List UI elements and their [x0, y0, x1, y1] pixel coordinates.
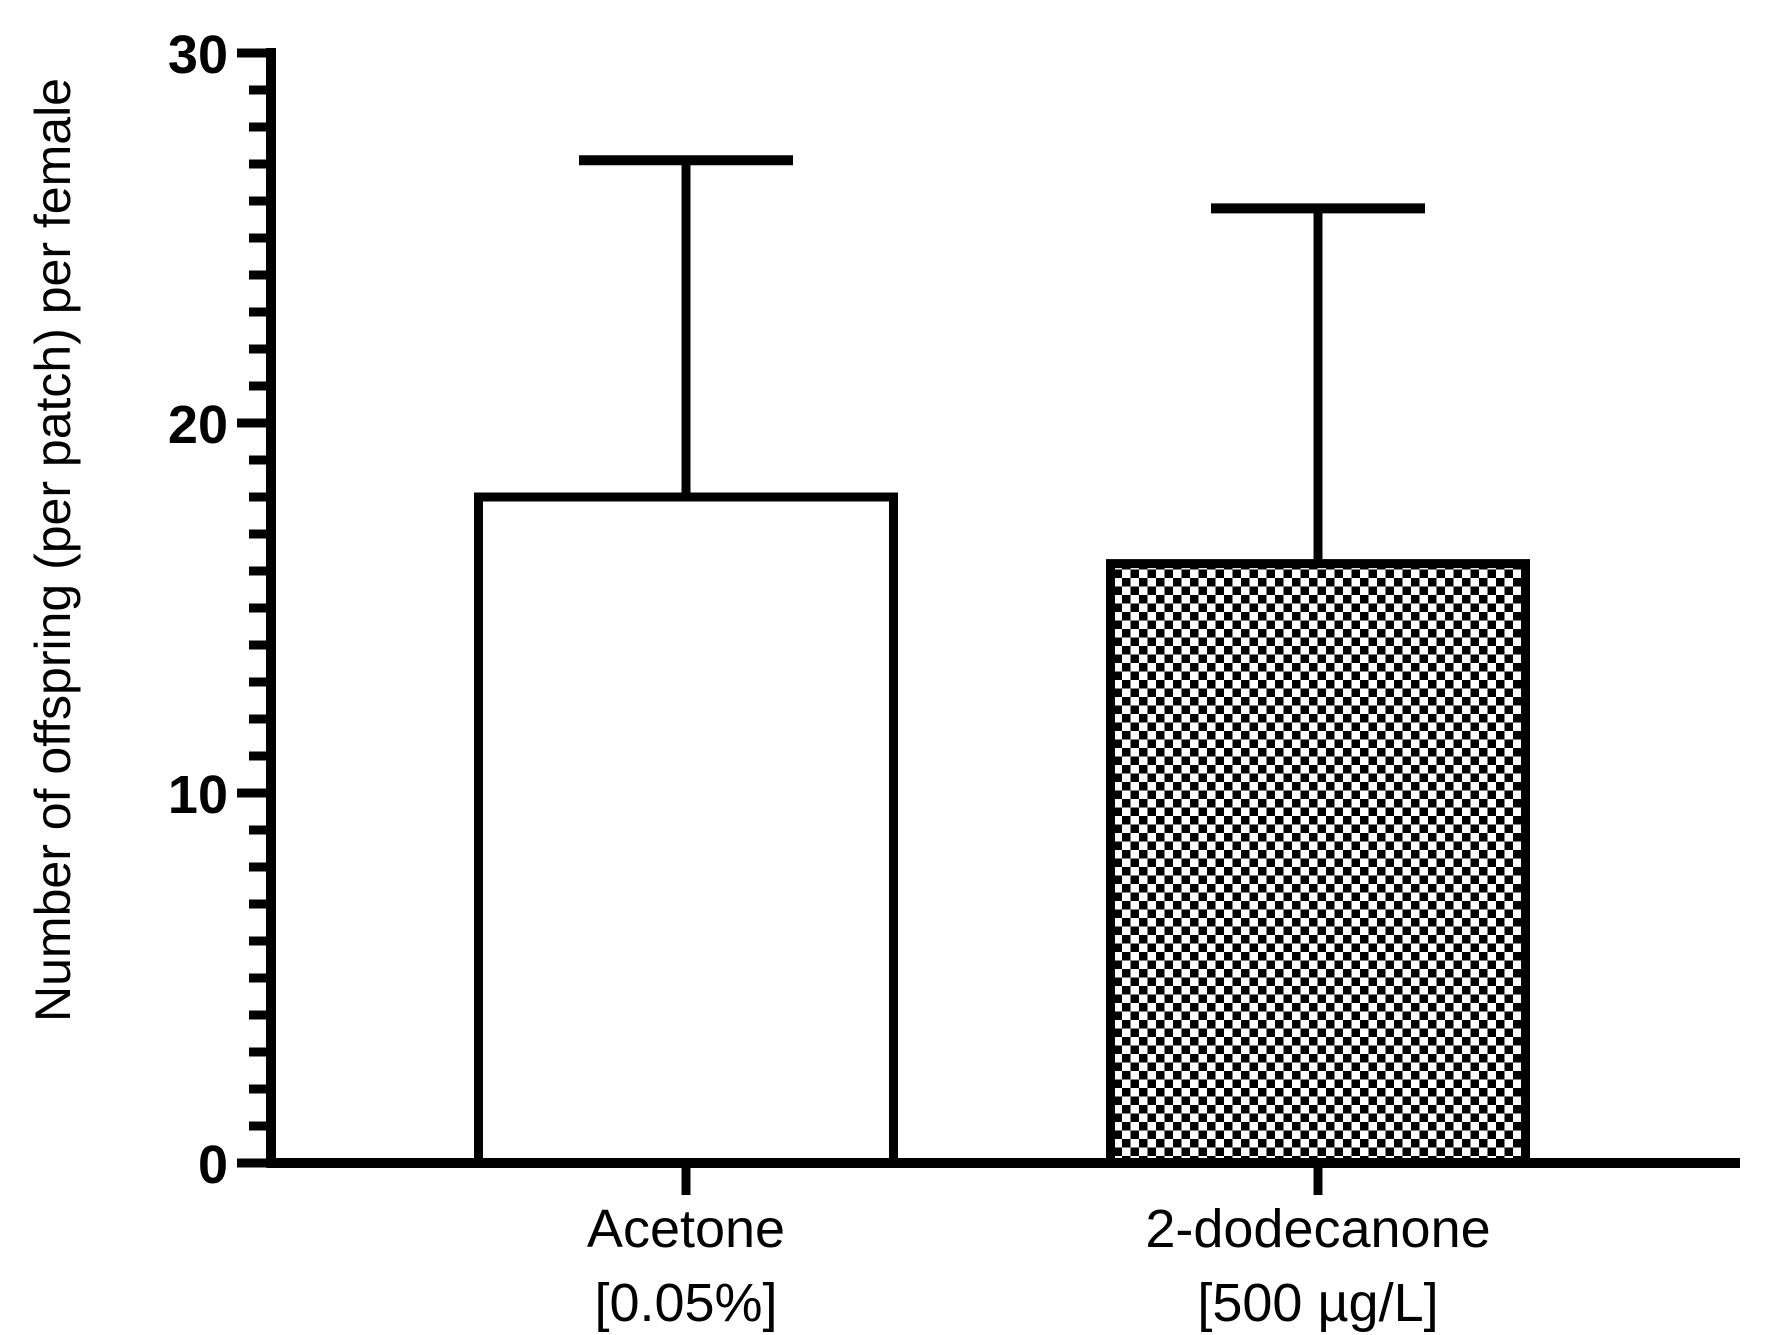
- tick-labels-group: 0 10 20 30: [168, 25, 228, 1195]
- y-tick-label-0: 0: [198, 1135, 228, 1195]
- y-axis-label: Number of offspring (per patch) per fema…: [25, 78, 81, 1022]
- category-label-line1-1: Acetone: [587, 1199, 785, 1259]
- category-labels-group: Acetone [0.05%] 2-dodecanone [500 µg/L]: [587, 1199, 1491, 1333]
- y-tick-label-30: 30: [168, 25, 228, 85]
- category-label-line2-2: [500 µg/L]: [1197, 1273, 1438, 1333]
- category-label-line2-1: [0.05%]: [594, 1273, 777, 1333]
- category-label-line1-2: 2-dodecanone: [1145, 1199, 1490, 1259]
- error-bars-group: [579, 155, 1425, 564]
- ticks-group: [237, 48, 1323, 1195]
- bar-1: [474, 492, 898, 1168]
- y-tick-label-20: 20: [168, 395, 228, 455]
- bar-2: [1106, 559, 1530, 1168]
- y-tick-label-10: 10: [168, 765, 228, 825]
- bars-group: [474, 492, 1530, 1168]
